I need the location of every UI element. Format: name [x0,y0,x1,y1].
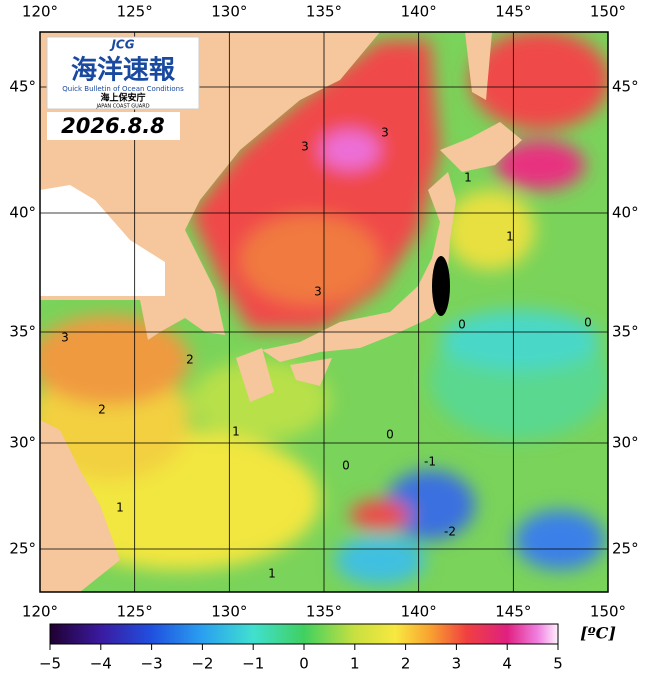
lat-label: 25° [9,540,36,558]
lon-label: 150° [590,3,626,21]
lat-label: 45° [9,78,36,96]
lon-label: 130° [211,3,247,21]
colorbar-tick-label: 5 [553,655,563,673]
contour-label: 1 [232,425,240,439]
contour-label: 3 [301,140,309,154]
lon-label: 120° [22,603,58,621]
contour-label: 1 [116,501,124,515]
colorbar-tick-label: −1 [242,655,264,673]
contour-label: -2 [444,525,456,539]
lat-label: 45° [612,78,639,96]
lat-label: 30° [612,434,639,452]
contour-label: 0 [458,318,466,332]
lon-label: 140° [401,603,437,621]
colorbar-tick-label: −5 [39,655,61,673]
contour-label: 3 [381,126,389,140]
logo: JCG 海洋速報 Quick Bulletin of Ocean Conditi… [46,36,200,140]
contour-label: 2 [186,353,194,367]
colorbar [49,623,559,645]
logo-title: 海洋速報 [71,55,176,86]
lat-label: 40° [612,204,639,222]
logo-mark: JCG [109,38,134,52]
contour-label: 2 [98,403,106,417]
contour-label: 0 [386,428,394,442]
lon-label: 135° [306,3,342,21]
colorbar-tick-label: 0 [299,655,309,673]
lat-label: 35° [9,323,36,341]
lon-label: 130° [211,603,247,621]
colorbar-tick-label: 2 [401,655,411,673]
logo-agency: 海上保安庁 [100,92,145,104]
lon-label: 150° [590,603,626,621]
lon-label: 135° [306,603,342,621]
lat-label: 40° [9,204,36,222]
colorbar-tick-label: 3 [452,655,462,673]
contour-label: 0 [342,459,350,473]
colorbar-tick-label: −4 [90,655,112,673]
colorbar-tick-label: 4 [502,655,512,673]
colorbar-tick-label: 1 [350,655,360,673]
colorbar-unit: [ºC] [580,624,616,643]
map-field [40,32,608,592]
lon-label: 145° [495,3,531,21]
lon-label: 125° [117,603,153,621]
lat-label: 35° [612,323,639,341]
lat-label: 25° [612,540,639,558]
lat-label: 30° [9,434,36,452]
lon-label: 125° [117,3,153,21]
contour-label: 1 [464,171,472,185]
contour-label: -1 [424,455,436,469]
logo-subtitle: Quick Bulletin of Ocean Conditions [62,85,184,93]
contour-label: 3 [61,331,69,345]
colorbar-tick-label: −3 [141,655,163,673]
lon-label: 120° [22,3,58,21]
map-frame [39,31,609,593]
contour-label: 1 [268,567,276,581]
logo-agency-en: JAPAN COAST GUARD [95,104,149,110]
contour-label: 3 [314,285,322,299]
contour-label: 0 [584,316,592,330]
contour-label: 1 [506,230,514,244]
lon-label: 140° [401,3,437,21]
colorbar-tick-label: −2 [191,655,213,673]
date: 2026.8.8 [61,114,165,138]
lon-label: 145° [495,603,531,621]
